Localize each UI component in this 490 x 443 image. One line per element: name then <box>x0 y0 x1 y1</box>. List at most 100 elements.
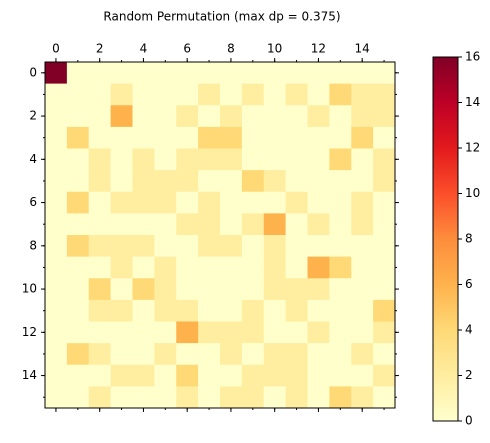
heatmap-cell <box>198 278 221 301</box>
heatmap-cell <box>220 343 243 366</box>
heatmap-cell <box>351 83 374 106</box>
heatmap-cell <box>66 278 90 301</box>
heatmap-cell <box>154 191 177 214</box>
heatmap-cell <box>241 213 265 236</box>
heatmap-cell <box>198 256 221 279</box>
heatmap-cell <box>66 83 90 106</box>
heatmap-cell <box>110 235 133 257</box>
heatmap-cell <box>307 213 330 236</box>
heatmap-cell <box>66 321 90 344</box>
heatmap-cell <box>176 321 199 344</box>
heatmap-cell <box>285 364 308 387</box>
heatmap-cell <box>241 278 265 301</box>
heatmap-cell <box>198 170 221 193</box>
heatmap-cell <box>88 235 111 257</box>
heatmap-cell <box>154 386 177 409</box>
heatmap-cell <box>132 235 155 257</box>
heatmap-cell <box>263 386 286 409</box>
heatmap-cell <box>373 299 396 322</box>
heatmap-cell <box>110 170 133 193</box>
heatmap-cell <box>45 213 68 236</box>
colorbar-tick-label: 2 <box>465 368 473 382</box>
colorbar-tick-label: 14 <box>465 95 480 109</box>
heatmap-cell <box>198 126 221 149</box>
heatmap-cell <box>88 299 111 322</box>
heatmap-cell <box>132 191 155 214</box>
heatmap-cell <box>373 126 396 149</box>
heatmap-cell <box>307 343 330 366</box>
heatmap-cell <box>351 148 374 171</box>
heatmap-cell <box>241 299 265 322</box>
heatmap-cell <box>373 278 396 301</box>
heatmap-cell <box>220 83 243 106</box>
heatmap-cell <box>154 321 177 344</box>
heatmap-cell <box>285 256 308 279</box>
heatmap-cell <box>285 126 308 149</box>
heatmap-cell <box>263 213 286 236</box>
heatmap-cell <box>263 105 286 128</box>
heatmap-cell <box>66 364 90 387</box>
heatmap-cell <box>329 62 352 84</box>
heatmap-cell <box>154 62 177 84</box>
heatmap-cell <box>198 364 221 387</box>
heatmap-cell <box>351 299 374 322</box>
heatmap-cell <box>329 256 352 279</box>
heatmap-cell <box>88 83 111 106</box>
heatmap-cell <box>220 386 243 409</box>
heatmap-cell <box>45 256 68 279</box>
heatmap-cell <box>132 386 155 409</box>
heatmap-cell <box>351 278 374 301</box>
heatmap-cell <box>132 256 155 279</box>
heatmap-cell <box>373 213 396 236</box>
heatmap-cell <box>198 213 221 236</box>
heatmap-cell <box>66 62 90 84</box>
heatmap-cell <box>329 126 352 149</box>
heatmap-cell <box>66 170 90 193</box>
heatmap-cell <box>154 235 177 257</box>
heatmap-cell <box>285 343 308 366</box>
x-tick-label: 12 <box>311 42 326 56</box>
heatmap-cell <box>88 256 111 279</box>
heatmap-cell <box>132 126 155 149</box>
heatmap-cell <box>373 62 396 84</box>
heatmap-cell <box>110 256 133 279</box>
heatmap-cell <box>198 386 221 409</box>
heatmap-cell <box>351 235 374 257</box>
heatmap-cell <box>373 256 396 279</box>
heatmap-cell <box>263 62 286 84</box>
heatmap-cell <box>373 170 396 193</box>
heatmap-cell <box>241 126 265 149</box>
heatmap-cell <box>45 148 68 171</box>
heatmap-cell <box>263 321 286 344</box>
heatmap-cell <box>88 386 111 409</box>
heatmap-cell <box>329 321 352 344</box>
heatmap-cell <box>351 126 374 149</box>
x-tick-label: 0 <box>52 42 60 56</box>
heatmap-cell <box>132 364 155 387</box>
heatmap-cell <box>88 343 111 366</box>
heatmap-cell <box>110 364 133 387</box>
x-tick-label: 10 <box>267 42 282 56</box>
heatmap-cell <box>45 170 68 193</box>
heatmap-cell <box>88 213 111 236</box>
heatmap-cell <box>220 235 243 257</box>
heatmap-cell <box>307 105 330 128</box>
colorbar-tick-label: 10 <box>465 186 480 200</box>
heatmap-cell <box>176 83 199 106</box>
heatmap-cell <box>373 386 396 409</box>
heatmap-cell <box>351 62 374 84</box>
heatmap-cell <box>307 278 330 301</box>
colorbar-tick-label: 0 <box>465 414 473 428</box>
heatmap-cell <box>176 105 199 128</box>
heatmap-cell <box>45 83 68 106</box>
y-tick-label: 10 <box>22 282 37 296</box>
heatmap-cell <box>45 299 68 322</box>
colorbar-tick-label: 16 <box>465 50 480 64</box>
heatmap-cell <box>263 148 286 171</box>
heatmap-cell <box>285 235 308 257</box>
heatmap-cell <box>241 83 265 106</box>
heatmap-cell <box>154 126 177 149</box>
heatmap-cell <box>241 343 265 366</box>
heatmap-cell <box>110 62 133 84</box>
heatmap-cell <box>154 170 177 193</box>
